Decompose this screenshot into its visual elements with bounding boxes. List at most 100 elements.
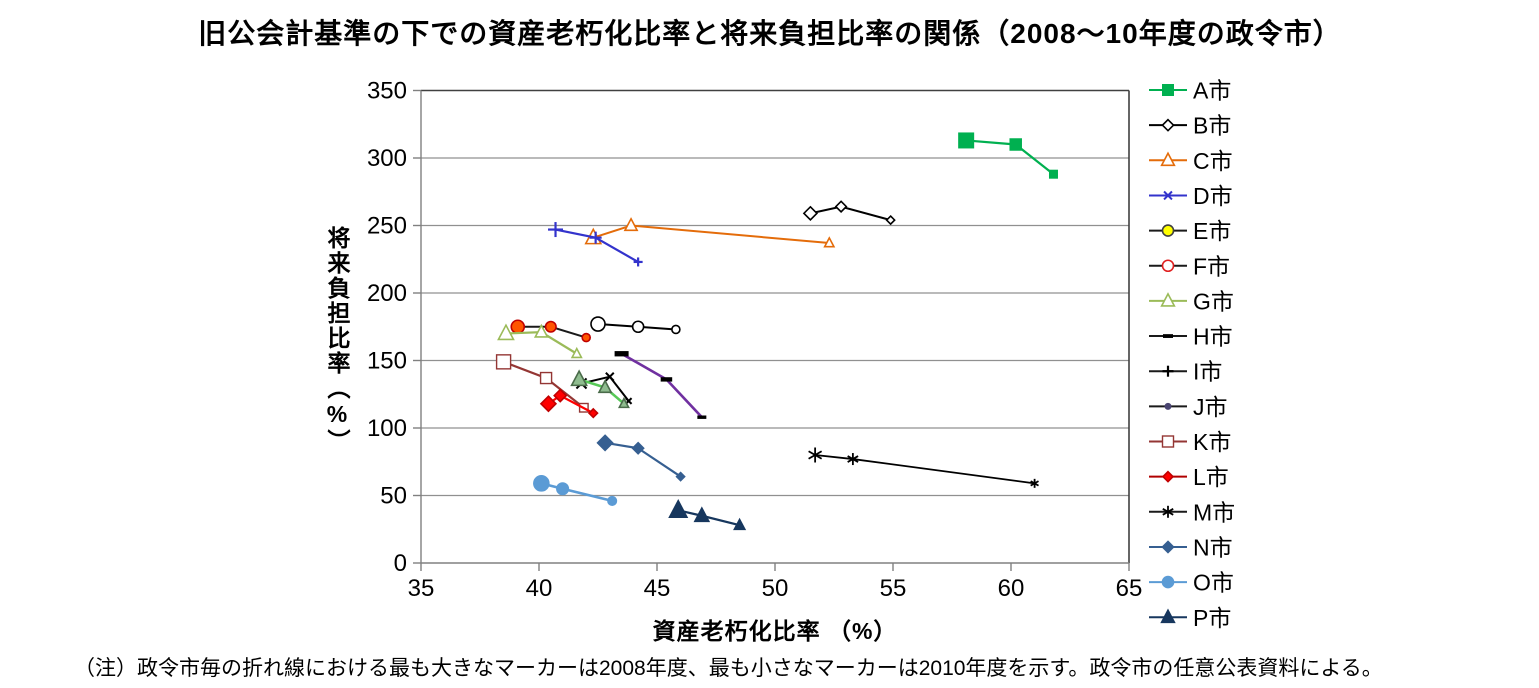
data-point-marker [660,377,673,382]
data-point-marker [497,323,515,341]
data-point-marker [617,396,630,409]
data-point-marker [510,319,526,335]
legend-marker [1161,435,1175,448]
legend-label: J市 [1193,394,1228,420]
legend-marker [1162,505,1174,518]
legend-item-L市: L市 [1149,464,1229,490]
y-axis-title: 将来負担比率（%） [324,226,350,454]
series-E市 [510,319,592,343]
data-point-marker [589,231,602,244]
data-point-marker [823,236,836,248]
series-P市 [668,499,747,531]
series-H市 [614,351,707,419]
series-L市 [539,388,599,419]
legend-item-P市: P市 [1149,605,1231,631]
series-G市 [497,323,583,359]
series-J市 [570,369,630,409]
legend-marker [1162,365,1174,377]
series-A市 [958,132,1058,179]
legend-label: H市 [1193,324,1233,350]
data-point-marker [633,257,643,267]
data-point-marker [607,495,618,506]
data-point-marker [597,379,613,394]
x-tick-label: 35 [408,575,435,602]
legend-label: P市 [1193,605,1231,631]
series-M市 [808,447,1039,488]
x-axis-title: 資産老朽化比率 （%） [652,618,898,644]
data-point-marker [958,132,975,149]
legend-item-J市: J市 [1149,394,1228,420]
legend-item-C市: C市 [1149,148,1233,174]
legend-label: L市 [1193,464,1229,490]
series-line [541,482,613,503]
data-point-marker [553,388,568,403]
data-point-marker [1009,138,1022,151]
x-tick-label: 40 [526,575,553,602]
data-point-marker [631,441,645,455]
legend-label: I市 [1193,359,1222,385]
y-tick-label: 250 [367,213,407,240]
data-point-marker [693,506,711,523]
data-point-marker [834,200,848,213]
legend-label: B市 [1193,113,1231,139]
data-point-marker [802,205,819,221]
legend-label: C市 [1193,148,1233,174]
legend-marker [1163,190,1173,201]
legend-marker [1164,402,1172,410]
legend-marker [1161,118,1175,132]
data-point-marker [544,320,557,333]
data-point-marker [671,324,681,335]
legend-marker [1163,334,1173,338]
data-point-marker [847,453,859,466]
series-B市 [802,200,896,226]
y-tick-label: 100 [367,415,407,442]
legend-label: F市 [1193,253,1230,279]
series-O市 [533,475,618,506]
data-point-marker [596,434,614,452]
data-point-marker [548,222,564,238]
x-tick-label: 55 [880,575,907,602]
data-point-marker [590,316,606,332]
data-point-marker [533,475,550,492]
series-C市 [584,217,836,248]
y-tick-label: 0 [394,550,407,577]
gridlines [420,89,1130,564]
legend-label: A市 [1193,78,1231,104]
data-point-marker [570,369,588,387]
legend-label: O市 [1193,570,1234,596]
series-line [815,454,1035,485]
data-point-marker [539,371,553,385]
data-point-marker [1030,478,1039,488]
legend-label: M市 [1193,499,1235,525]
series-line [620,352,703,419]
data-point-marker [581,332,592,343]
x-tick-label: 45 [644,575,671,602]
x-tick-label: 65 [1116,575,1143,602]
data-point-marker [668,499,689,519]
data-point-marker [675,471,686,482]
legend-item-A市: A市 [1149,78,1231,104]
legend-item-H市: H市 [1149,324,1233,350]
legend-item-M市: M市 [1149,499,1235,525]
legend-marker [1160,151,1176,167]
legend-marker [1161,540,1175,554]
legend-item-N市: N市 [1149,534,1233,560]
data-point-marker [1048,169,1058,179]
legend-label: N市 [1193,534,1233,560]
legend-item-E市: E市 [1149,218,1231,244]
series-line [810,205,891,222]
legend-item-G市: G市 [1149,288,1234,314]
legend-marker [1161,224,1175,237]
y-tick-label: 150 [367,348,407,375]
legend-marker [1161,575,1175,589]
series-F市 [590,316,681,335]
data-point-marker [570,346,583,359]
legend-item-B市: B市 [1149,113,1231,139]
legend-item-O市: O市 [1149,570,1234,596]
legend-label: G市 [1193,288,1234,314]
legend-label: D市 [1193,183,1233,209]
series-N市 [596,434,686,482]
y-tick-label: 300 [367,145,407,172]
